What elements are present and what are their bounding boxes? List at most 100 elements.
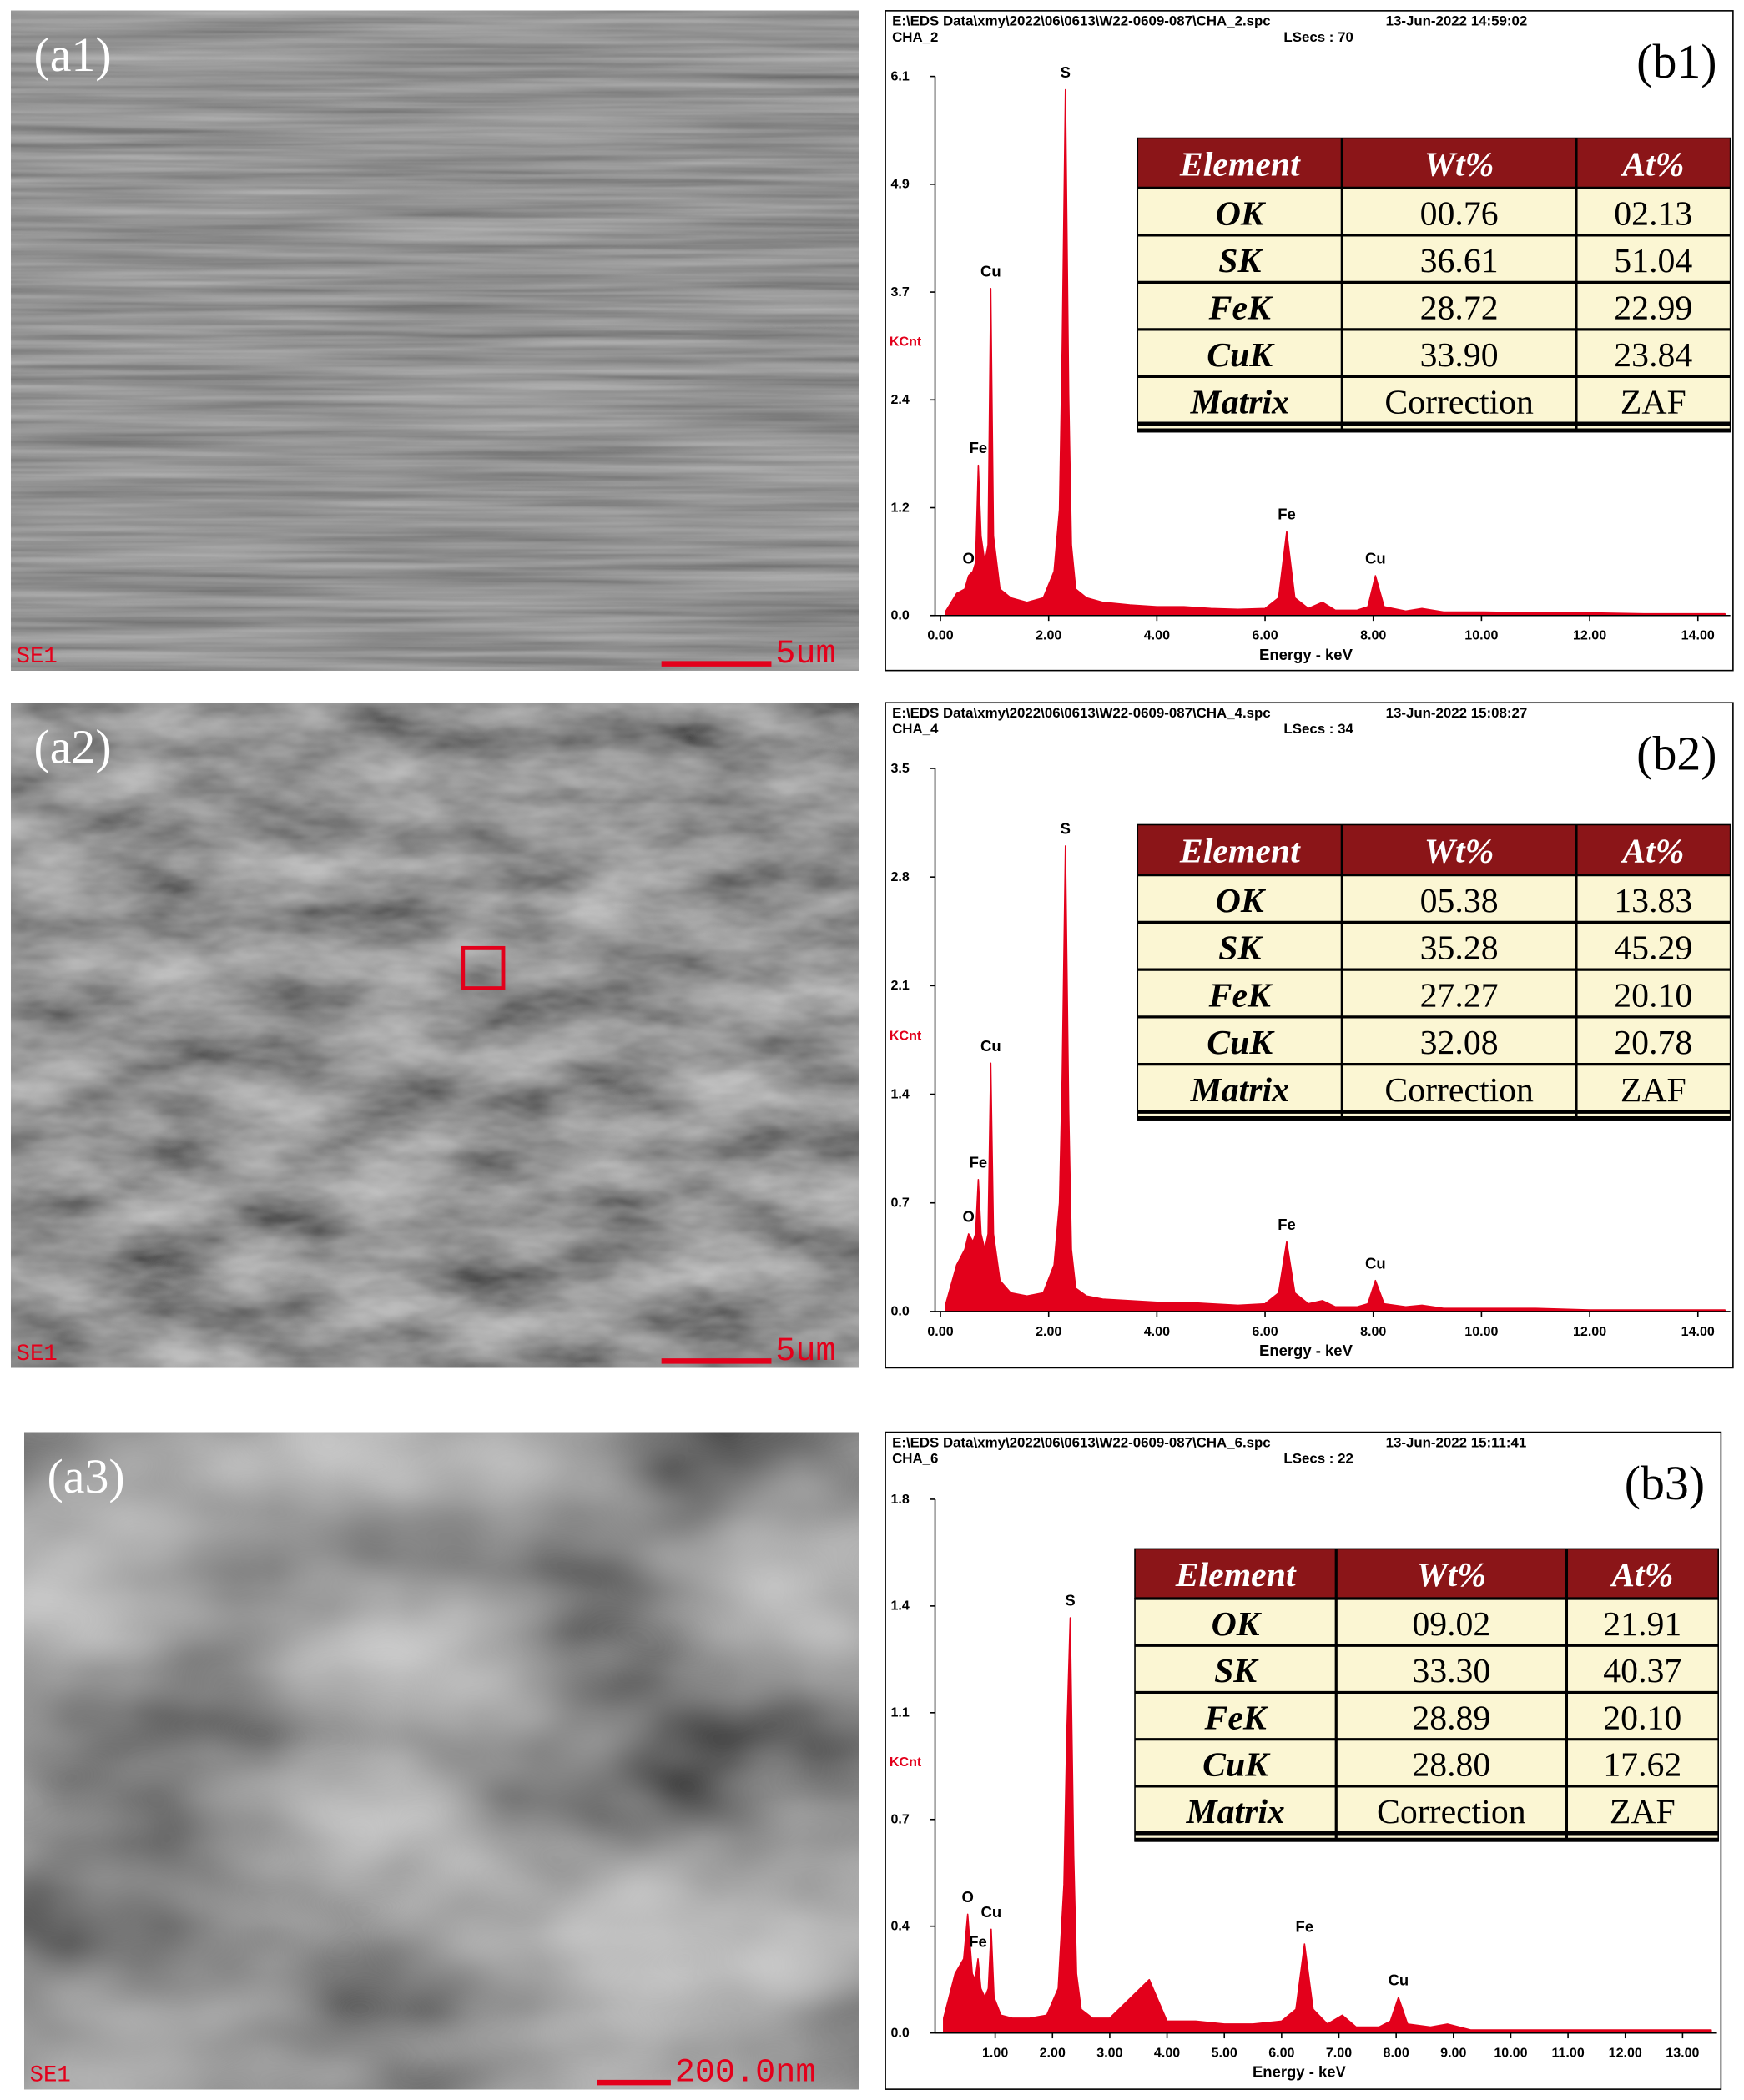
table-header-bg [1137, 823, 1731, 876]
panel-label: (b3) [1625, 1456, 1705, 1510]
live-time: LSecs : 34 [1283, 721, 1353, 737]
peak-label: Cu [1365, 1254, 1386, 1272]
y-tick-label: 2.4 [891, 392, 910, 407]
peak-label: Fe [1278, 506, 1296, 523]
sem-image [10, 702, 859, 1369]
table-cell: CuK [1207, 336, 1275, 375]
table-cell: 35.28 [1420, 929, 1499, 968]
table-cell: 05.38 [1420, 882, 1499, 920]
x-axis-label: Energy - keV [1259, 1342, 1353, 1359]
table-header: Element [1179, 833, 1301, 871]
file-path: E:\EDS Data\xmy\2022\06\0613\W22-0609-08… [892, 1434, 1271, 1450]
table-cell: 00.76 [1420, 194, 1499, 233]
x-tick-label: 5.00 [1212, 2046, 1237, 2061]
table-cell: Correction [1377, 1793, 1526, 1831]
panel-label: (b1) [1636, 34, 1716, 88]
x-tick-label: 2.00 [1040, 2046, 1066, 2061]
spectrum-name: CHA_2 [892, 29, 938, 45]
x-tick-label: 12.00 [1609, 2046, 1642, 2061]
x-tick-label: 9.00 [1440, 2046, 1466, 2061]
timestamp: 13-Jun-2022 15:08:27 [1386, 705, 1528, 721]
peak-label: Cu [981, 1903, 1002, 1921]
table-header-bg [1134, 1548, 1719, 1599]
scale-bar-label: 200.0nm [675, 2054, 816, 2092]
table-cell: SK [1218, 242, 1263, 280]
x-tick-label: 8.00 [1360, 628, 1386, 643]
sem-image [23, 1431, 859, 2090]
table-cell: 22.99 [1614, 289, 1692, 327]
x-tick-label: 13.00 [1666, 2046, 1699, 2061]
live-time: LSecs : 22 [1283, 1451, 1353, 1467]
peak-label: S [1061, 819, 1071, 837]
x-tick-label: 0.00 [927, 1324, 953, 1339]
y-tick-label: 4.9 [891, 177, 910, 192]
peak-label: Fe [970, 1153, 988, 1171]
x-axis-label: Energy - keV [1259, 646, 1353, 663]
table-cell: ZAF [1621, 383, 1686, 421]
scale-bar-label: 5um [775, 1333, 835, 1371]
table-cell: 36.61 [1420, 242, 1499, 280]
table-cell: 09.02 [1412, 1605, 1490, 1644]
panel-label: (a3) [48, 1449, 125, 1503]
y-tick-label: 0.0 [891, 2025, 910, 2040]
y-tick-label: 2.1 [891, 978, 910, 993]
table-header: Element [1179, 145, 1301, 184]
y-tick-label: 1.2 [891, 500, 910, 515]
table-cell: SK [1218, 929, 1263, 968]
table-body-bg [1137, 187, 1731, 433]
table-cell: ZAF [1610, 1793, 1676, 1831]
x-tick-label: 8.00 [1360, 1324, 1386, 1339]
live-time: LSecs : 70 [1283, 29, 1353, 45]
x-tick-label: 6.00 [1252, 628, 1278, 643]
timestamp: 13-Jun-2022 15:11:41 [1386, 1434, 1527, 1450]
timestamp: 13-Jun-2022 14:59:02 [1386, 13, 1528, 29]
table-cell: SK [1214, 1652, 1259, 1690]
x-tick-label: 2.00 [1036, 1324, 1061, 1339]
y-tick-label: 1.4 [891, 1086, 910, 1101]
x-tick-label: 2.00 [1036, 628, 1061, 643]
panel-label: (a2) [33, 720, 111, 774]
table-cell: FeK [1208, 289, 1273, 327]
x-tick-label: 14.00 [1681, 628, 1715, 643]
file-path: E:\EDS Data\xmy\2022\06\0613\W22-0609-08… [892, 705, 1271, 721]
y-tick-label: 6.1 [891, 68, 910, 83]
spectrum [943, 1617, 1712, 2034]
y-tick-label: 0.0 [891, 608, 910, 623]
table-cell: FeK [1208, 976, 1273, 1015]
table-cell: 17.62 [1603, 1746, 1681, 1785]
table-cell: 20.10 [1614, 976, 1692, 1015]
table-header-bg [1137, 137, 1731, 189]
y-axis-label: KCnt [890, 1755, 922, 1770]
peak-label: O [963, 1207, 975, 1225]
table-header: At% [1620, 145, 1684, 184]
table-cell: Matrix [1190, 383, 1289, 421]
region-marker [461, 945, 506, 990]
x-tick-label: 1.00 [982, 2046, 1008, 2061]
x-tick-label: 10.00 [1464, 628, 1498, 643]
table-body-bg [1137, 874, 1731, 1121]
peak-label: S [1065, 1592, 1075, 1609]
table-header: Element [1175, 1556, 1297, 1594]
y-tick-label: 2.8 [891, 869, 910, 884]
x-tick-label: 6.00 [1252, 1324, 1278, 1339]
table-cell: 32.08 [1420, 1024, 1499, 1062]
detector-label: SE1 [17, 1342, 58, 1367]
table-cell: 27.27 [1420, 976, 1499, 1015]
y-axis-label: KCnt [890, 1028, 922, 1043]
table-cell: 28.72 [1420, 289, 1499, 327]
x-tick-label: 10.00 [1464, 1324, 1498, 1339]
table-cell: CuK [1202, 1746, 1271, 1785]
detector-label: SE1 [17, 644, 58, 670]
spectrum [945, 88, 1726, 617]
x-tick-label: 4.00 [1154, 2046, 1180, 2061]
table-header: Wt% [1424, 145, 1494, 184]
table-cell: FeK [1204, 1699, 1269, 1737]
y-tick-label: 0.4 [891, 1919, 910, 1934]
y-tick-label: 3.7 [891, 285, 910, 300]
y-tick-label: 1.8 [891, 1492, 910, 1507]
x-tick-label: 14.00 [1681, 1324, 1715, 1339]
peak-label: S [1061, 63, 1071, 81]
table-cell: 20.10 [1603, 1699, 1681, 1737]
